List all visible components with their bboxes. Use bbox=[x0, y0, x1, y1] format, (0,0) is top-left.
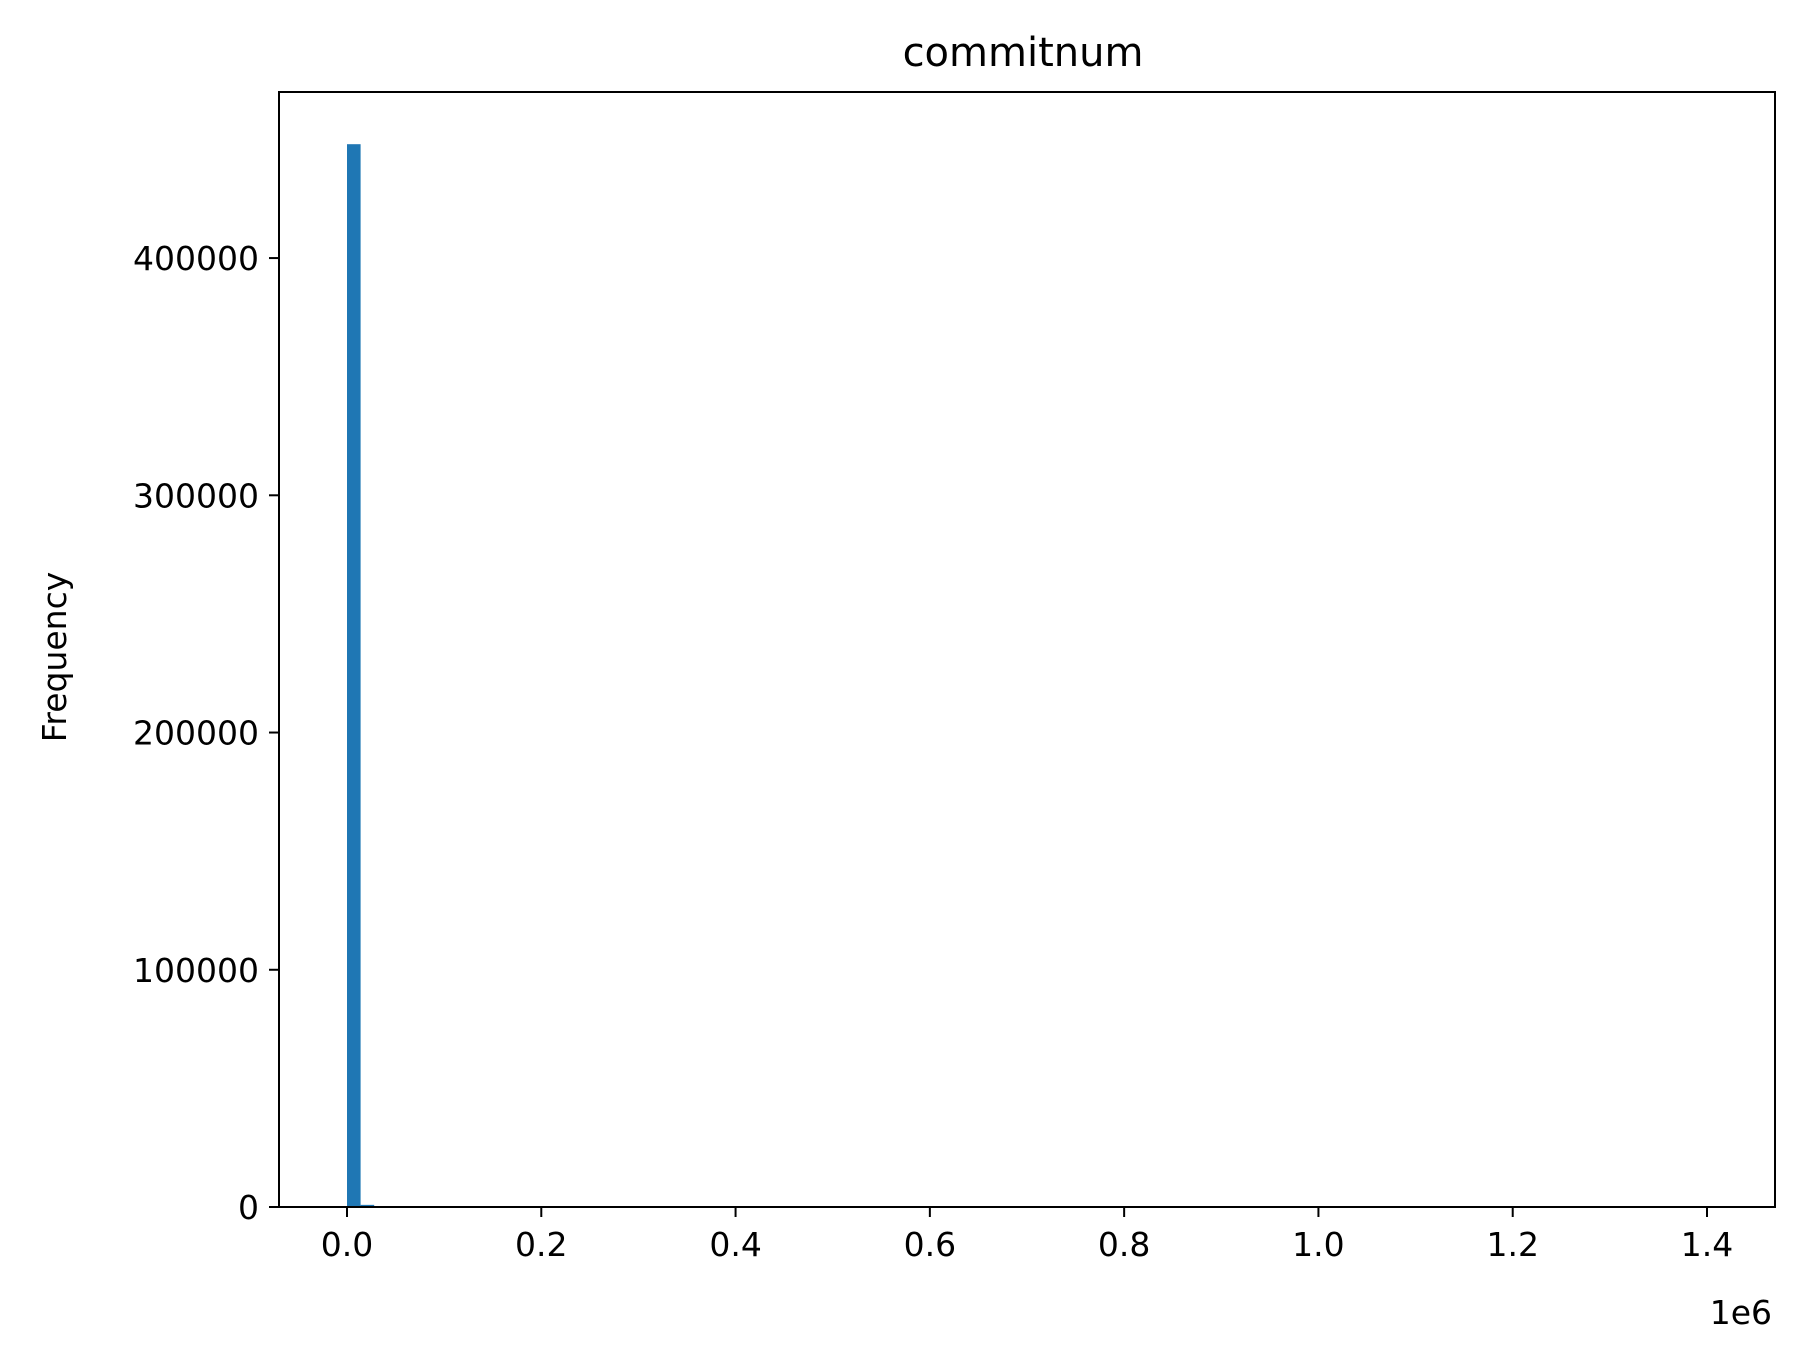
y-tick-label-1: 100000 bbox=[133, 951, 259, 990]
x-tick-label-0: 0.0 bbox=[321, 1225, 373, 1264]
y-axis-title: Frequency bbox=[35, 572, 74, 742]
x-tick-label-3: 0.6 bbox=[904, 1225, 956, 1264]
y-tick-label-3: 300000 bbox=[133, 476, 259, 515]
y-tick-label-4: 400000 bbox=[133, 239, 259, 278]
histogram-bar-0 bbox=[347, 144, 361, 1207]
x-tick-label-4: 0.8 bbox=[1098, 1225, 1150, 1264]
x-tick-label-1: 0.2 bbox=[515, 1225, 567, 1264]
x-axis-offset-label: 1e6 bbox=[1710, 1293, 1772, 1332]
y-tick-label-0: 0 bbox=[238, 1188, 259, 1227]
x-tick-label-6: 1.2 bbox=[1486, 1225, 1538, 1264]
x-tick-label-7: 1.4 bbox=[1681, 1225, 1733, 1264]
y-tick-label-2: 200000 bbox=[133, 714, 259, 753]
x-tick-label-5: 1.0 bbox=[1292, 1225, 1344, 1264]
plot-area-frame bbox=[278, 91, 1776, 1208]
x-tick-label-2: 0.4 bbox=[709, 1225, 761, 1264]
histogram-bar-1 bbox=[360, 1204, 375, 1207]
x-axis-ticks: 0.0 0.2 0.4 0.6 0.8 1.0 1.2 1.4 bbox=[321, 1207, 1733, 1264]
y-axis-ticks: 0 100000 200000 300000 400000 bbox=[133, 239, 279, 1227]
bars-group bbox=[347, 144, 375, 1207]
chart-title: commitnum bbox=[903, 30, 1144, 76]
